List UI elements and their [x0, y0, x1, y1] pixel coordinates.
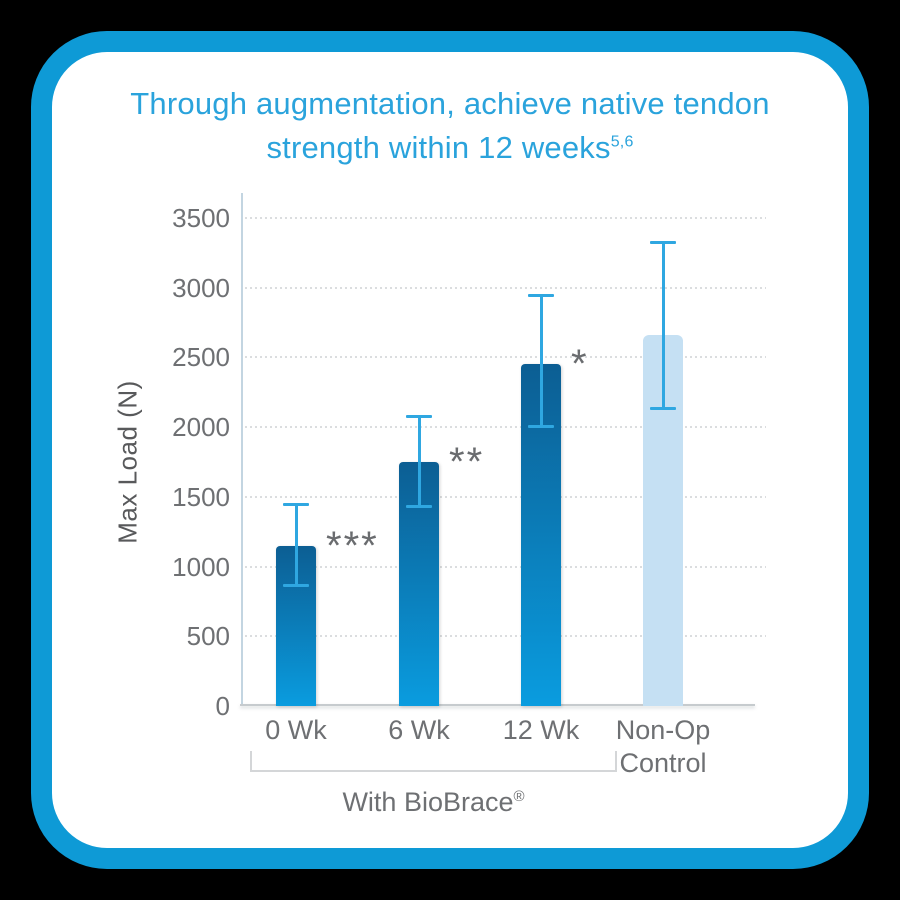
- gridline-2000: [245, 426, 766, 429]
- gridline-500: [245, 635, 766, 638]
- y-tick-label-1500: 1500: [172, 481, 230, 512]
- error-cap-bottom-6-wk: [406, 504, 432, 508]
- y-tick-label-3000: 3000: [172, 272, 230, 303]
- chart-title-line1: Through augmentation, achieve native ten…: [130, 86, 770, 121]
- error-cap-bottom-non-op-control: [650, 407, 676, 411]
- gridline-1500: [245, 495, 766, 498]
- y-tick-label-0: 0: [215, 691, 230, 721]
- error-cap-top-6-wk: [406, 414, 432, 418]
- x-category-label-6-wk: 6 Wk: [388, 715, 450, 745]
- significance-6-wk: **: [449, 440, 485, 484]
- x-category-label-12-wk: 12 Wk: [502, 715, 580, 745]
- gridline-3000: [245, 286, 766, 289]
- error-bar-6-wk: [417, 415, 421, 507]
- y-tick-label-2000: 2000: [172, 412, 230, 443]
- error-bar-12-wk: [539, 294, 543, 428]
- x-axis-line: [240, 704, 755, 706]
- y-axis-line: [241, 193, 243, 706]
- error-cap-top-12-wk: [528, 293, 554, 297]
- x-category-label-non-op-control: Non-Op Control: [615, 715, 711, 778]
- y-tick-label-500: 500: [186, 621, 230, 652]
- significance-12-wk: *: [571, 342, 589, 387]
- group-bracket: [250, 751, 617, 772]
- x-category-label-0-wk: 0 Wk: [265, 715, 327, 745]
- title-reference-superscript: 5,6: [610, 133, 634, 151]
- y-tick-label-2500: 2500: [172, 342, 230, 373]
- group-label: With BioBrace®: [250, 787, 617, 818]
- y-tick-label-1000: 1000: [172, 551, 230, 582]
- error-cap-top-0-wk: [283, 502, 309, 506]
- gridline-1000: [245, 565, 766, 568]
- error-bar-0-wk: [294, 503, 298, 587]
- group-label-text: With BioBrace: [342, 787, 514, 817]
- gridline-3500: [245, 217, 766, 219]
- gridline-2500: [245, 356, 766, 359]
- chart-title: Through augmentation, achieve native ten…: [60, 82, 840, 170]
- y-tick-label-3500: 3500: [172, 203, 230, 233]
- significance-0-wk: ***: [326, 523, 379, 568]
- error-cap-bottom-12-wk: [528, 425, 554, 429]
- error-bar-non-op-control: [661, 241, 665, 409]
- error-cap-bottom-0-wk: [283, 584, 309, 588]
- chart-title-line2: strength within 12 weeks: [266, 130, 611, 165]
- chart-card: [31, 31, 869, 869]
- error-cap-top-non-op-control: [650, 240, 676, 244]
- registered-trademark-symbol: ®: [513, 788, 525, 805]
